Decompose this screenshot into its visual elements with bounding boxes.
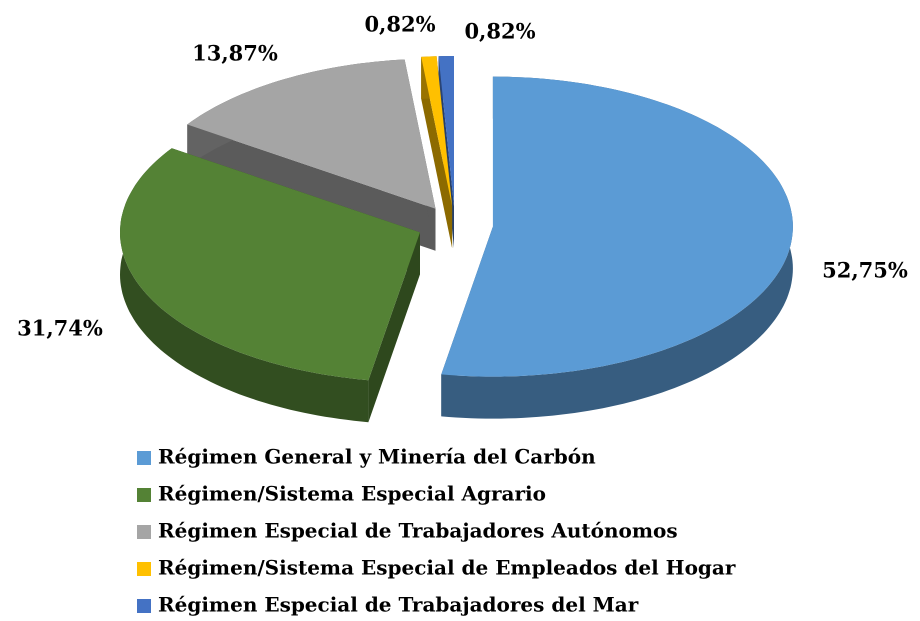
legend-label: Régimen Especial de Trabajadores Autónom… (158, 519, 678, 543)
legend-swatch (137, 488, 151, 502)
slice-wall (421, 56, 453, 249)
value-label: 52,75% (822, 258, 908, 283)
slice-side (120, 148, 369, 423)
legend-label: Régimen/Sistema Especial de Empleados de… (158, 556, 736, 580)
slice (187, 59, 436, 209)
legend-label: Régimen General y Minería del Carbón (158, 445, 596, 469)
legend-swatch (137, 525, 151, 539)
slice (120, 148, 420, 381)
legend-swatch (137, 562, 151, 576)
value-label: 0,82% (364, 12, 435, 37)
value-label: 0,82% (464, 19, 535, 44)
slice (438, 56, 454, 206)
legend-label: Régimen/Sistema Especial Agrario (158, 482, 546, 506)
value-label: 13,87% (192, 41, 278, 66)
slice (421, 56, 453, 207)
legend-label: Régimen Especial de Trabajadores del Mar (158, 593, 639, 617)
legend-swatch (137, 451, 151, 465)
slice-wall (368, 232, 420, 423)
legend-swatch (137, 599, 151, 613)
value-label: 31,74% (17, 316, 103, 341)
slice (441, 76, 793, 377)
